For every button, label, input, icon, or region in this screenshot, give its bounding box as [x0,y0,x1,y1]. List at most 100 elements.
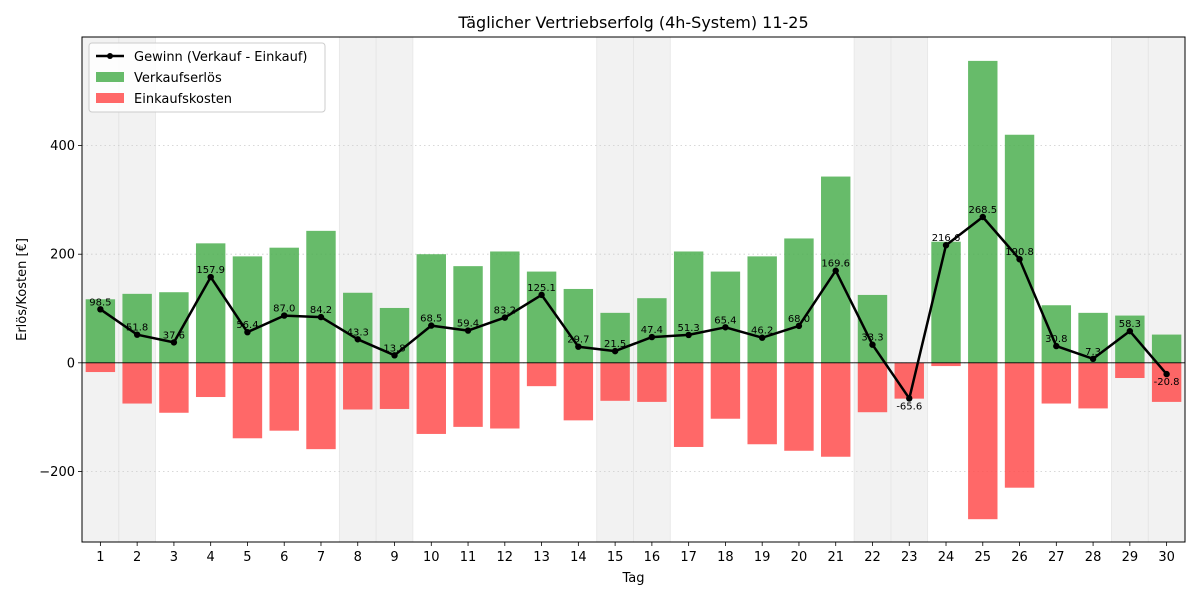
einkaufskosten-bar-15 [600,362,630,401]
x-tick-label-12: 12 [497,550,514,565]
legend-box [88,42,326,113]
gewinn-label-28: 7.3 [1085,347,1101,358]
gewinn-point-24 [942,241,950,249]
gewinn-point-9 [391,352,398,359]
x-tick-label-5: 5 [243,550,251,565]
verkaufserloes-bar-5 [232,256,263,363]
weekend-band-15 [596,36,634,543]
x-tick-label-1: 1 [96,550,104,565]
x-tick-label-26: 26 [1011,550,1028,565]
einkaufskosten-bar-10 [416,362,446,434]
gewinn-point-13 [538,291,545,299]
x-tick-label-23: 23 [901,550,918,565]
gewinn-label-12: 83.2 [494,306,516,317]
gewinn-point-10 [428,322,435,329]
legend-label-einkaufskosten: Einkaufskosten [134,92,232,107]
gewinn-label-19: 46.2 [751,326,773,337]
gewinn-point-29 [1126,327,1134,335]
x-tick-label-4: 4 [207,550,215,565]
weekend-shading [81,36,1186,543]
x-tick-label-29: 29 [1122,550,1139,565]
einkaufskosten-bars [85,362,1182,520]
einkaufskosten-bar-23 [894,362,924,399]
einkaufskosten-bar-26 [1004,362,1035,488]
legend-swatch-verkaufserloes [96,72,124,82]
gewinn-label-8: 43.3 [347,327,369,338]
gewinn-point-16 [648,333,656,341]
gewinn-point-18 [722,324,729,331]
y-tick-label--200: −200 [39,465,75,480]
y-axis-ticks: −200 0 200 400 [39,139,82,480]
gewinn-label-17: 51.3 [678,323,700,334]
verkaufserloes-bar-12 [490,251,520,363]
x-tick-label-15: 15 [607,550,624,565]
gewinn-point-23 [906,395,913,402]
gewinn-label-5: 56.4 [236,320,258,331]
gewinn-point-5 [244,328,251,336]
gewinn-label-18: 65.4 [714,315,736,326]
einkaufskosten-bar-24 [931,362,961,367]
einkaufskosten-bar-28 [1078,362,1108,409]
verkaufserloes-bar-30 [1151,334,1182,363]
gewinn-point-6 [281,312,288,319]
einkaufskosten-bar-8 [343,362,373,410]
y-tick-label-400: 400 [50,139,75,154]
plot-frame [81,36,1186,543]
einkaufskosten-bar-30 [1151,362,1182,402]
gewinn-label-2: 51.8 [126,323,148,334]
gewinn-point-11 [464,327,472,334]
gewinn-label-23: -65.6 [896,401,922,412]
gewinn-point-1 [97,306,104,313]
gewinn-label-4: 157.9 [196,265,225,276]
gewinn-label-7: 84.2 [310,305,332,316]
einkaufskosten-bar-29 [1115,362,1145,379]
x-tick-label-9: 9 [390,550,398,565]
gewinn-point-14 [575,343,582,350]
gewinn-point-17 [685,331,692,339]
einkaufskosten-bar-20 [784,362,814,451]
gewinn-point-30 [1163,370,1170,378]
weekend-band-30 [1147,36,1186,543]
x-tick-label-19: 19 [754,550,771,565]
legend-swatch-einkaufskosten [96,93,124,103]
einkaufskosten-bar-18 [710,362,741,419]
gewinn-line [97,213,1170,402]
gewinn-point-12 [501,314,509,321]
gewinn-label-11: 59.4 [457,319,479,330]
gewinn-point-28 [1089,355,1097,363]
einkaufskosten-bar-2 [122,362,152,404]
weekend-band-29 [1111,36,1149,543]
gewinn-point-22 [869,341,876,348]
gewinn-point-15 [611,347,619,355]
x-tick-label-27: 27 [1048,550,1065,565]
x-tick-label-8: 8 [354,550,362,565]
verkaufserloes-bar-8 [343,292,373,363]
einkaufskosten-bar-13 [526,362,557,387]
verkaufserloes-bar-3 [159,292,189,363]
gewinn-label-20: 68.0 [788,314,810,325]
gewinn-label-26: 190.8 [1005,247,1034,258]
einkaufskosten-bar-16 [637,362,667,402]
verkaufserloes-bar-18 [710,271,741,363]
weekend-band-2 [118,36,156,543]
x-tick-label-24: 24 [938,550,955,565]
legend-label-verkaufserloes: Verkaufserlös [134,71,222,86]
weekend-band-9 [375,36,414,543]
y-axis-label: Erlös/Kosten [€] [15,238,30,341]
gewinn-point-3 [170,339,178,346]
einkaufskosten-bar-14 [563,362,594,421]
einkaufskosten-bar-17 [673,362,704,447]
gewinn-label-30: -20.8 [1154,377,1180,388]
gewinn-label-6: 87.0 [273,304,295,315]
einkaufskosten-bar-7 [306,362,336,450]
gewinn-label-10: 68.5 [420,314,442,325]
gewinn-point-4 [207,273,214,281]
einkaufskosten-bar-3 [159,362,189,413]
x-tick-label-2: 2 [133,550,141,565]
x-axis-label: Tag [621,571,644,586]
x-tick-label-17: 17 [680,550,697,565]
verkaufserloes-bar-14 [563,288,594,363]
legend-label-gewinn: Gewinn (Verkauf - Einkauf) [134,50,307,65]
einkaufskosten-bar-4 [195,362,226,398]
